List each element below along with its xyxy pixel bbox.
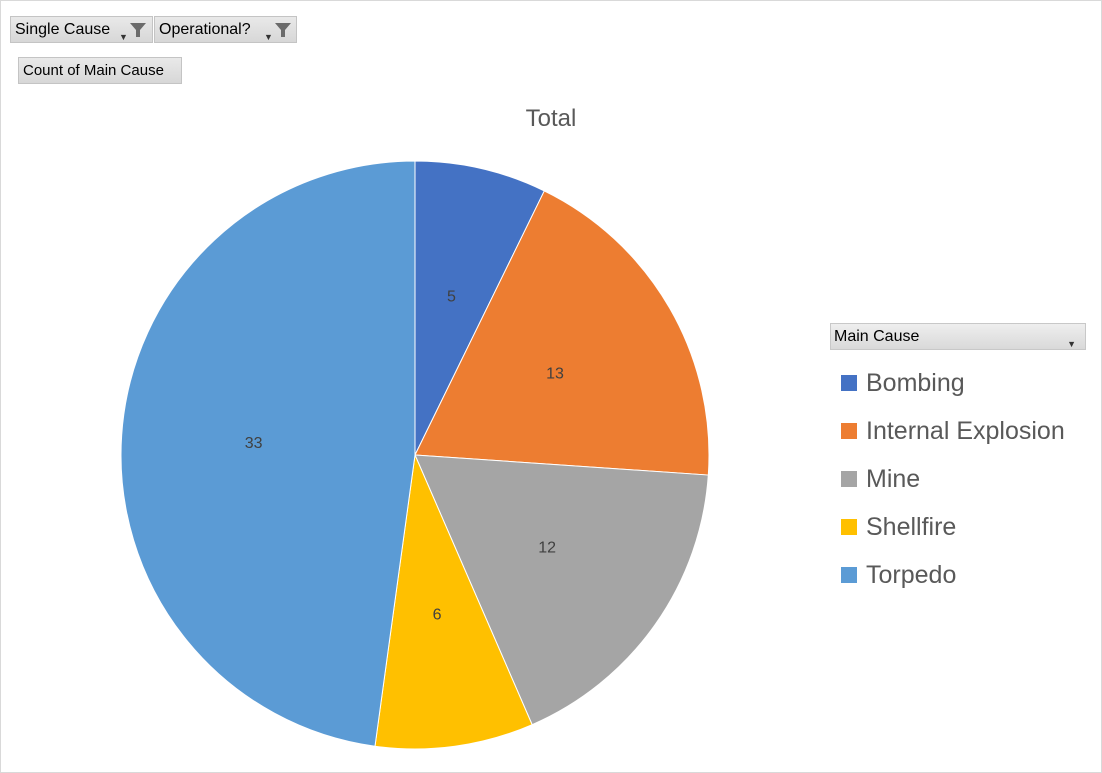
legend-field-button[interactable]: Main Cause ▼: [830, 323, 1086, 350]
legend-item[interactable]: Torpedo: [841, 551, 1065, 599]
legend-label: Bombing: [866, 368, 965, 397]
legend-item[interactable]: Internal Explosion: [841, 407, 1065, 455]
legend-label: Torpedo: [866, 560, 957, 589]
chart-title: Total: [525, 105, 577, 132]
legend-swatch: [841, 471, 857, 487]
filter-operational[interactable]: Operational? ▼: [154, 16, 297, 43]
legend-label: Shellfire: [866, 512, 957, 541]
data-label-torpedo: 33: [245, 435, 263, 452]
funnel-icon[interactable]: [129, 22, 147, 38]
pie-slice-torpedo[interactable]: [120, 160, 416, 747]
value-field-button[interactable]: Count of Main Cause: [18, 57, 182, 84]
legend-label: Internal Explosion: [866, 416, 1065, 445]
pie-slice-internal-explosion[interactable]: [414, 190, 710, 476]
pie-slice-bombing[interactable]: [414, 160, 545, 456]
chevron-down-icon[interactable]: ▼: [1067, 339, 1076, 349]
legend-swatch: [841, 375, 857, 391]
filter-single-cause-label: Single Cause: [15, 21, 111, 38]
data-label-bombing: 5: [447, 289, 456, 306]
legend-item[interactable]: Bombing: [841, 359, 1065, 407]
legend: Bombing Internal Explosion Mine Shellfire To…: [841, 359, 1065, 599]
data-label-mine: 12: [538, 539, 556, 556]
filter-operational-label: Operational?: [159, 21, 251, 38]
funnel-icon[interactable]: [274, 22, 292, 38]
legend-label: Mine: [866, 464, 921, 493]
pie-slice-shellfire[interactable]: [374, 453, 533, 750]
value-field-label: Count of Main Cause: [23, 62, 164, 79]
chevron-down-icon[interactable]: ▼: [264, 32, 273, 42]
legend-item[interactable]: Shellfire: [841, 503, 1065, 551]
filter-single-cause[interactable]: Single Cause ▼: [10, 16, 153, 43]
data-label-shellfire: 6: [433, 606, 442, 623]
chevron-down-icon[interactable]: ▼: [119, 32, 128, 42]
legend-item[interactable]: Mine: [841, 455, 1065, 503]
data-label-internal-explosion: 13: [546, 365, 564, 382]
legend-swatch: [841, 567, 857, 583]
legend-swatch: [841, 519, 857, 535]
pie-slice-mine[interactable]: [414, 454, 709, 726]
legend-swatch: [841, 423, 857, 439]
legend-header-label: Main Cause: [834, 328, 920, 345]
